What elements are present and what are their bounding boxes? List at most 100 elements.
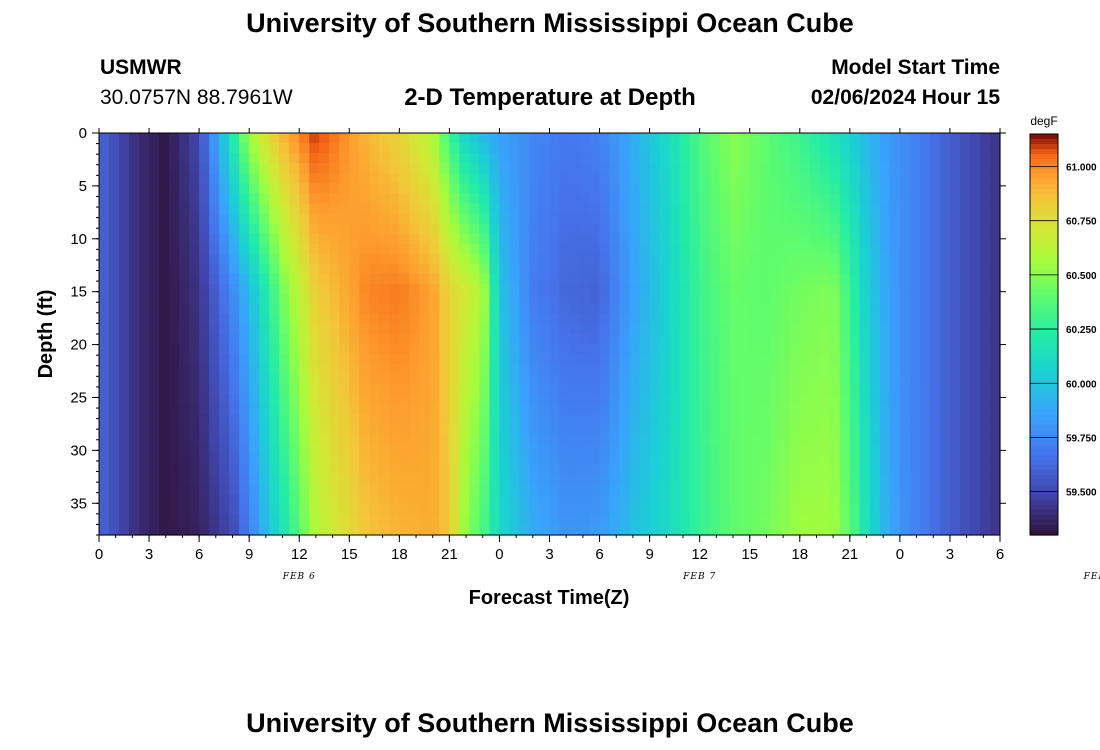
heatmap-cell [759,384,771,395]
heatmap-cell [379,153,390,164]
heatmap-cell [379,514,390,526]
heatmap-cell [599,133,611,144]
heatmap-cell [739,213,751,225]
heatmap-cell [809,484,821,496]
heatmap-cell [489,444,501,456]
heatmap-cell [769,384,781,395]
heatmap-cell [419,524,430,536]
heatmap-cell [459,293,471,305]
heatmap-cell [269,484,280,496]
heatmap-cell [179,374,190,385]
heatmap-cell [399,374,410,385]
heatmap-cell [489,504,501,516]
heatmap-cell [349,514,360,526]
heatmap-cell [859,133,871,144]
heatmap-cell [969,323,981,335]
heatmap-cell [689,424,701,436]
heatmap-cell [189,303,200,315]
heatmap-cell [679,424,691,436]
heatmap-cell [429,303,440,315]
heatmap-cell [249,434,260,446]
heatmap-cell [939,504,951,516]
heatmap-cell [719,153,731,164]
heatmap-cell [869,334,881,345]
heatmap-cell [109,323,120,335]
colorbar-segment [1030,219,1058,225]
heatmap-cell [689,334,701,345]
heatmap-cell [569,524,581,536]
heatmap-cell [429,364,440,375]
heatmap-cell [529,153,541,164]
heatmap-cell [919,143,931,154]
heatmap-cell [759,323,771,335]
heatmap-cell [629,464,641,476]
colorbar-segment [1030,444,1058,451]
heatmap-cell [519,504,531,516]
heatmap-cell [739,323,751,335]
heatmap-cell [139,153,150,164]
heatmap-cell [759,253,771,265]
heatmap-cell [979,193,991,204]
heatmap-cell [859,434,871,446]
heatmap-cell [409,514,420,526]
heatmap-cell [509,213,521,225]
heatmap-cell [289,484,300,496]
heatmap-cell [339,504,350,516]
heatmap-cell [219,233,230,245]
heatmap-cell [889,494,901,506]
heatmap-cell [749,203,761,214]
heatmap-cell [729,203,741,214]
heatmap-cell [389,504,400,516]
heatmap-cell [969,283,981,295]
heatmap-cell [599,484,611,496]
heatmap-cell [409,323,420,335]
heatmap-cell [979,434,991,446]
heatmap-cell [429,384,440,395]
heatmap-cell [299,504,310,516]
heatmap-cell [559,243,571,255]
heatmap-cell [309,173,320,184]
colorbar-segment [1030,519,1058,526]
heatmap-cell [929,233,941,245]
heatmap-cell [849,414,861,426]
heatmap-cell [629,293,641,305]
heatmap-cell [539,354,551,365]
heatmap-cell [279,384,290,395]
heatmap-cell [899,344,911,355]
heatmap-cell [759,233,771,245]
heatmap-cell [549,514,561,526]
heatmap-cell [359,464,370,476]
heatmap-cell [229,454,240,466]
heatmap-cell [399,404,410,415]
heatmap-cell [269,183,280,194]
heatmap-cell [779,424,791,436]
heatmap-cell [809,193,821,204]
heatmap-cell [269,163,280,174]
heatmap-cell [919,283,931,295]
heatmap-cell [279,323,290,335]
heatmap-cell [229,514,240,526]
heatmap-cell [789,233,801,245]
heatmap-cell [579,344,591,355]
heatmap-cell [199,424,210,436]
heatmap-cell [239,474,250,486]
heatmap-cell [539,223,551,235]
heatmap-cell [879,263,891,275]
heatmap-cell [719,203,731,214]
heatmap-cell [109,394,120,405]
heatmap-cell [849,384,861,395]
heatmap-cell [499,444,511,456]
heatmap-cell [969,143,981,154]
y-tick-label: 25 [70,389,87,406]
heatmap-cell [289,313,300,325]
heatmap-cell [349,384,360,395]
heatmap-cell [339,273,350,285]
heatmap-cell [549,424,561,436]
heatmap-cell [559,313,571,325]
heatmap-cell [339,424,350,436]
heatmap-cell [879,434,891,446]
heatmap-cell [469,173,481,184]
heatmap-cell [799,444,811,456]
heatmap-cell [399,163,410,174]
heatmap-cell [559,464,571,476]
